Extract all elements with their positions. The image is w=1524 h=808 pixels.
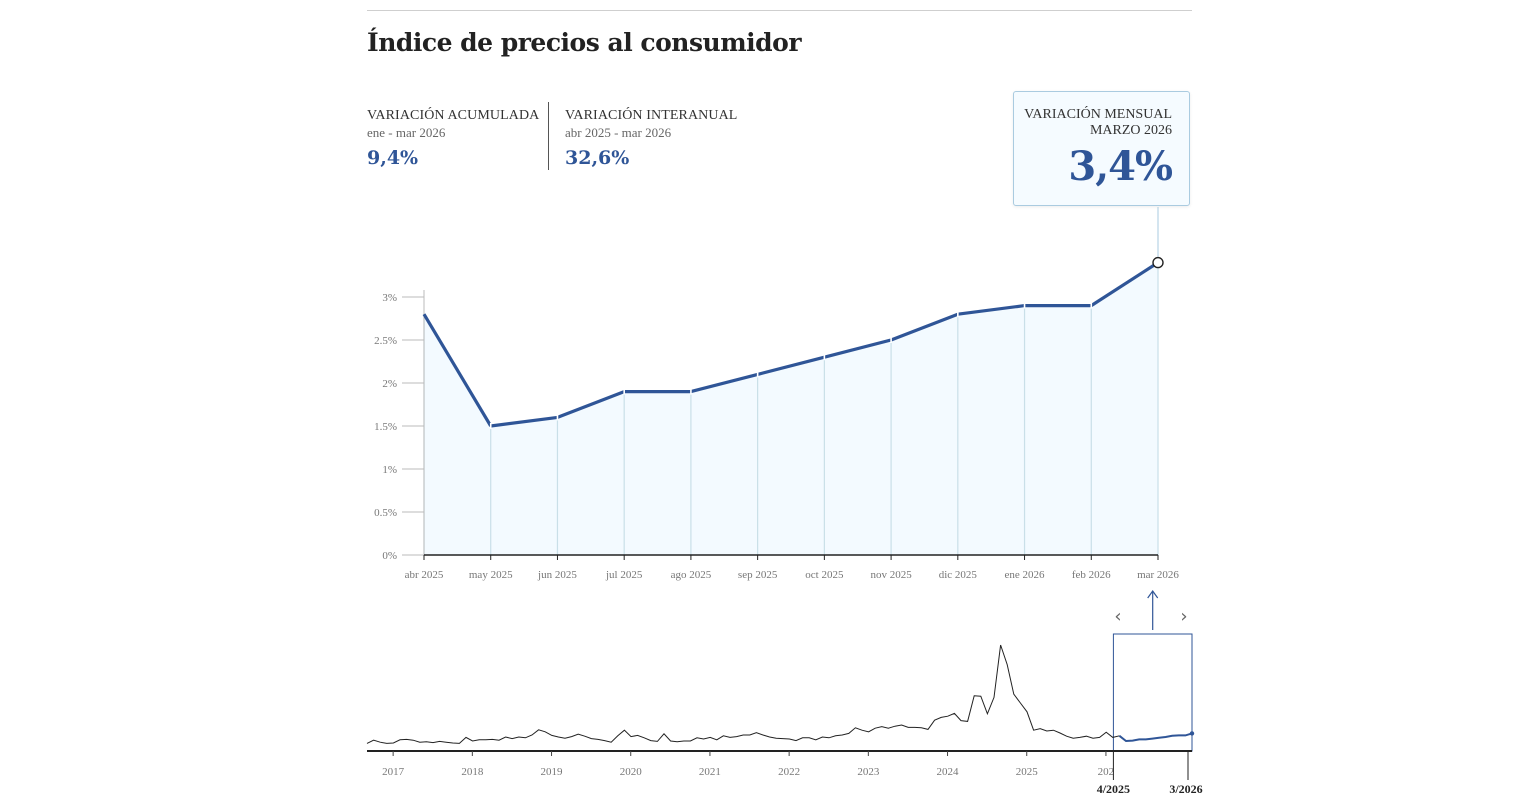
brush-year-label: 2024 [937, 766, 960, 778]
brush-year-label: 2019 [541, 766, 564, 778]
series-segment [690, 372, 759, 394]
stat-interannual-value: 32,6% [565, 147, 630, 169]
stat-interannual-label: VARIACIÓN INTERANUAL [565, 108, 738, 123]
x-tick-label: mar 2026 [1137, 569, 1179, 581]
stat-cumulative-period: ene - mar 2026 [367, 125, 446, 140]
main-chart: 0% 0.5% 1% 1.5% 2% 2.5% 3% abr 2025 may 2025 jun … [374, 207, 1179, 581]
series-segment [757, 355, 825, 376]
x-tick-label: jul 2025 [605, 569, 643, 581]
brush-year-label: 202 [1098, 766, 1115, 778]
brush-year-label: 2020 [620, 766, 643, 778]
y-tick-label: 1.5% [374, 421, 397, 433]
series-segment [1090, 261, 1159, 307]
brush-year-label: 2023 [857, 766, 880, 778]
highlight-point[interactable] [1152, 256, 1164, 269]
x-tick-label: ago 2025 [671, 569, 712, 581]
series-segment [556, 390, 625, 419]
prev-chevron-icon[interactable]: ‹ [1114, 606, 1121, 627]
brush-chart: ‹ › 2017 2018 2019 2020 2021 2022 2023 2024 2025 20… [366, 589, 1203, 796]
y-tick-label: 1% [382, 464, 397, 476]
series-segment [490, 415, 558, 428]
x-tick-label: sep 2025 [738, 569, 778, 581]
series-segment [422, 313, 493, 427]
monthly-variation-period: MARZO 2026 [1089, 123, 1172, 138]
area-fill [424, 262, 1158, 555]
y-tick-label: 2.5% [374, 335, 397, 347]
series-segment [890, 312, 959, 342]
series-segment [957, 304, 1025, 316]
y-tick-label: 0% [382, 550, 397, 562]
next-chevron-icon[interactable]: › [1180, 606, 1187, 627]
monthly-variation-value: 3,4% [1068, 143, 1173, 190]
stat-divider [548, 102, 549, 170]
brush-year-label: 2018 [461, 766, 484, 778]
x-tick-label: feb 2026 [1072, 569, 1111, 581]
x-tick-label: nov 2025 [870, 569, 912, 581]
arrow-head-icon [1147, 589, 1159, 599]
brush-year-label: 2022 [778, 766, 800, 778]
x-tick-label: may 2025 [469, 569, 513, 581]
x-tick-label: abr 2025 [405, 569, 444, 581]
x-tick-label: oct 2025 [805, 569, 844, 581]
window-start-label: 4/2025 [1097, 782, 1130, 796]
y-tick-label: 3% [382, 292, 397, 304]
selected-end-point [1189, 731, 1195, 736]
x-tick-label: dic 2025 [939, 569, 978, 581]
brush-year-label: 2017 [382, 766, 405, 778]
selection-window[interactable] [1112, 633, 1193, 752]
monthly-variation-card: VARIACIÓN MENSUAL MARZO 2026 3,4% [1013, 91, 1190, 206]
x-tick-label: ene 2026 [1005, 569, 1046, 581]
page-title: Índice de precios al consumidor [367, 28, 802, 57]
stat-cumulative-label: VARIACIÓN ACUMULADA [367, 108, 540, 123]
series-segment [823, 338, 892, 359]
stat-cumulative: VARIACIÓN ACUMULADA ene - mar 2026 9,4% [367, 108, 539, 169]
window-end-label: 3/2026 [1169, 782, 1202, 796]
top-rule [367, 10, 1192, 11]
history-line [366, 644, 1120, 744]
brush-year-label: 2021 [699, 766, 721, 778]
stat-cumulative-value: 9,4% [367, 147, 419, 169]
stat-interannual-period: abr 2025 - mar 2026 [565, 125, 672, 140]
brush-year-label: 2025 [1016, 766, 1039, 778]
selected-line [1118, 732, 1193, 743]
monthly-variation-label: VARIACIÓN MENSUAL [1024, 107, 1172, 122]
x-tick-label: jun 2025 [537, 569, 577, 581]
stat-interannual: VARIACIÓN INTERANUAL abr 2025 - mar 2026… [565, 108, 737, 169]
y-tick-label: 2% [382, 378, 397, 390]
y-tick-label: 0.5% [374, 507, 397, 519]
